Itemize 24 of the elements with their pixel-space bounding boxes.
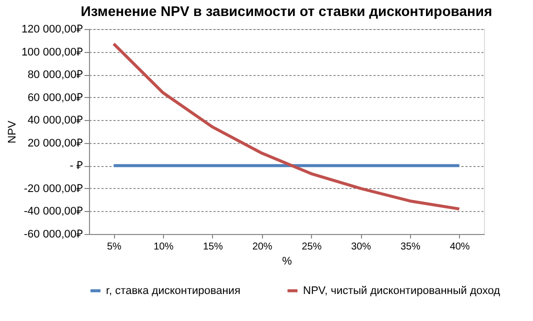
- x-tick-label: 15%: [202, 242, 224, 252]
- x-tick-label: 30%: [351, 242, 372, 252]
- y-tick-label: 120 000,00₽: [21, 24, 82, 36]
- legend-label: r, ставка дисконтирования: [106, 284, 240, 297]
- y-tick-label: -40 000,00₽: [24, 206, 82, 218]
- y-tick-label: 80 000,00₽: [28, 69, 82, 82]
- y-tick-label: -60 000,00₽: [24, 228, 82, 240]
- x-tick-label: 20%: [252, 242, 272, 252]
- x-axis-title: %: [282, 256, 292, 268]
- chart-title: Изменение NPV в зависимости от ставки дисконтирования: [80, 3, 492, 19]
- x-tick-label: 10%: [154, 242, 174, 252]
- x-tick-label: 25%: [302, 242, 322, 252]
- y-tick-label: 40 000,00₽: [28, 114, 82, 127]
- y-tick-label: 60 000,00₽: [28, 92, 82, 104]
- y-axis-title: NPV: [6, 120, 18, 144]
- line-series: [112, 42, 461, 210]
- y-tick-label: 20 000,00₽: [28, 137, 82, 150]
- legend-label: NPV, чистый дисконтированный доход: [303, 284, 501, 297]
- y-tick-label: -20 000,00₽: [24, 182, 82, 195]
- x-tick-label: 5%: [106, 242, 122, 252]
- x-tick-label: 40%: [450, 242, 470, 252]
- y-tick-label: 100 000,00₽: [21, 46, 82, 58]
- x-tick-label: 35%: [400, 242, 421, 252]
- y-tick-label: - ₽: [70, 160, 82, 172]
